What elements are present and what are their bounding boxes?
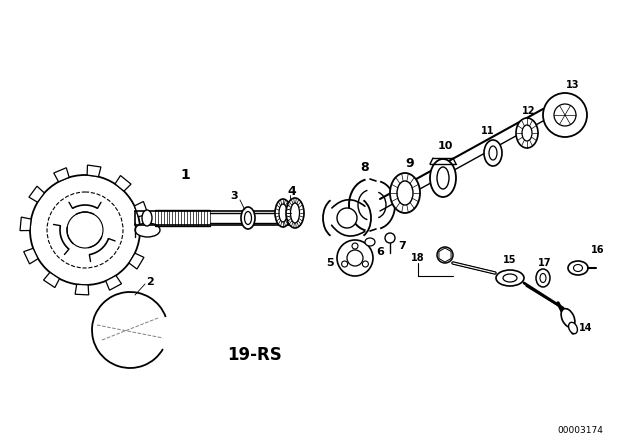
Circle shape — [67, 212, 103, 248]
Circle shape — [441, 251, 449, 259]
Ellipse shape — [437, 167, 449, 189]
Ellipse shape — [241, 207, 255, 229]
Ellipse shape — [279, 204, 287, 222]
Ellipse shape — [275, 199, 291, 227]
Ellipse shape — [568, 322, 577, 334]
Text: 14: 14 — [579, 323, 593, 333]
Circle shape — [337, 208, 357, 228]
Ellipse shape — [244, 211, 252, 224]
Text: 6: 6 — [376, 247, 384, 257]
Circle shape — [47, 192, 123, 268]
Ellipse shape — [286, 198, 304, 228]
Ellipse shape — [573, 264, 582, 271]
Text: 7: 7 — [398, 241, 406, 251]
Ellipse shape — [568, 261, 588, 275]
Text: 17: 17 — [538, 258, 552, 268]
Ellipse shape — [291, 203, 300, 223]
Polygon shape — [439, 248, 451, 262]
Ellipse shape — [365, 238, 375, 246]
Text: 15: 15 — [503, 255, 516, 265]
Circle shape — [385, 233, 395, 243]
Text: 12: 12 — [522, 106, 536, 116]
Ellipse shape — [390, 173, 420, 213]
Ellipse shape — [135, 223, 160, 237]
Text: 4: 4 — [287, 185, 296, 198]
Text: 1: 1 — [180, 168, 190, 182]
Polygon shape — [20, 217, 31, 231]
Polygon shape — [106, 276, 122, 290]
Ellipse shape — [516, 118, 538, 148]
Circle shape — [554, 104, 576, 126]
Ellipse shape — [142, 210, 152, 226]
Ellipse shape — [540, 273, 546, 283]
Text: 13: 13 — [566, 80, 580, 90]
Polygon shape — [115, 176, 131, 191]
Text: 19-RS: 19-RS — [228, 346, 282, 364]
Text: 9: 9 — [406, 156, 414, 169]
Text: 16: 16 — [591, 245, 605, 255]
Polygon shape — [129, 253, 144, 269]
Circle shape — [543, 93, 587, 137]
Ellipse shape — [430, 159, 456, 197]
Ellipse shape — [536, 269, 550, 287]
FancyArrowPatch shape — [332, 200, 365, 208]
Text: 3: 3 — [230, 191, 238, 201]
Circle shape — [362, 261, 369, 267]
Polygon shape — [29, 186, 44, 202]
Polygon shape — [54, 168, 69, 182]
Ellipse shape — [503, 274, 517, 282]
Ellipse shape — [484, 140, 502, 166]
Polygon shape — [44, 272, 60, 288]
Polygon shape — [134, 202, 148, 217]
Circle shape — [30, 175, 140, 285]
Ellipse shape — [397, 181, 413, 205]
Text: 8: 8 — [361, 160, 369, 173]
Text: 5: 5 — [326, 258, 334, 268]
Circle shape — [347, 250, 363, 266]
Ellipse shape — [489, 146, 497, 160]
Ellipse shape — [522, 125, 532, 141]
Text: 10: 10 — [437, 141, 452, 151]
Circle shape — [437, 247, 453, 263]
Polygon shape — [24, 248, 38, 264]
Polygon shape — [75, 284, 89, 295]
Circle shape — [337, 240, 373, 276]
Ellipse shape — [561, 309, 575, 327]
Text: 18: 18 — [411, 253, 425, 263]
Polygon shape — [87, 165, 101, 177]
Circle shape — [352, 243, 358, 249]
Text: 2: 2 — [146, 277, 154, 287]
Text: 11: 11 — [481, 126, 495, 136]
Circle shape — [342, 261, 348, 267]
FancyArrowPatch shape — [332, 225, 365, 236]
Text: 00003174: 00003174 — [557, 426, 603, 435]
Ellipse shape — [496, 270, 524, 286]
